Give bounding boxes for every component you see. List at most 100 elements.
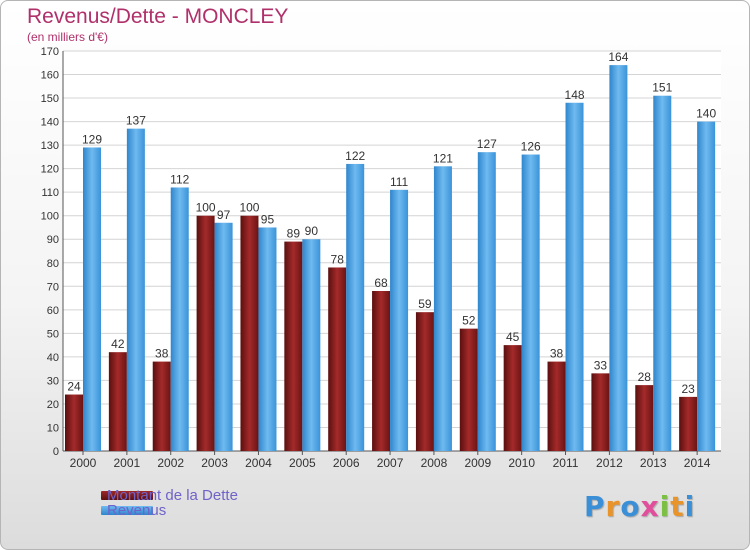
- x-tick-label: 2008: [421, 456, 448, 470]
- logo-letter: i: [659, 490, 671, 523]
- bar-revenus: [346, 163, 365, 452]
- bar-dette: [152, 361, 171, 451]
- bar-dette: [635, 385, 654, 451]
- legend-item-revenus: Revenus: [101, 501, 216, 519]
- x-tick-label: 2001: [114, 456, 141, 470]
- y-tick-label: 70: [47, 281, 59, 293]
- data-label-dette: 42: [111, 337, 125, 351]
- logo-letter: P: [584, 490, 606, 523]
- data-label-revenus: 95: [261, 212, 275, 226]
- y-tick-label: 150: [41, 93, 59, 105]
- bar-revenus: [83, 147, 101, 451]
- legend-swatch-revenus: [101, 505, 153, 515]
- y-tick-label: 0: [53, 446, 59, 458]
- y-tick-label: 170: [41, 46, 59, 58]
- y-tick-label: 110: [41, 187, 59, 199]
- y-tick-label: 90: [47, 234, 59, 246]
- y-tick-label: 10: [47, 422, 59, 434]
- bar-dette: [415, 312, 434, 451]
- x-tick-label: 2002: [157, 456, 184, 470]
- bar-dette: [328, 267, 347, 451]
- proxiti-logo: Proxiti: [584, 490, 695, 523]
- data-label-revenus: 129: [82, 132, 102, 146]
- data-label-dette: 28: [638, 370, 652, 384]
- data-label-dette: 33: [594, 358, 608, 372]
- bar-revenus: [433, 166, 452, 451]
- bar-dette: [591, 373, 610, 451]
- chart-subtitle: (en milliers d'€): [27, 30, 108, 44]
- bar-revenus: [521, 154, 540, 451]
- legend-item-dette: Montant de la Dette: [101, 486, 288, 504]
- bar-revenus: [170, 187, 189, 451]
- y-tick-label: 60: [47, 305, 59, 317]
- x-tick-label: 2003: [201, 456, 228, 470]
- y-tick-label: 80: [47, 258, 59, 270]
- data-label-revenus: 90: [305, 224, 319, 238]
- legend-swatch-dette: [101, 490, 153, 500]
- legend-label-dette: Montant de la Dette: [107, 486, 238, 504]
- bar-dette: [503, 345, 522, 451]
- data-label-revenus: 140: [696, 107, 716, 121]
- logo-letter: o: [620, 490, 641, 523]
- bar-revenus: [302, 239, 321, 451]
- x-tick-label: 2007: [377, 456, 404, 470]
- y-tick-label: 100: [41, 211, 59, 223]
- x-tick-label: 2000: [70, 456, 97, 470]
- y-tick-label: 120: [41, 164, 59, 176]
- y-tick-label: 40: [47, 352, 59, 364]
- bar-dette: [372, 291, 391, 451]
- data-label-dette: 89: [287, 227, 301, 241]
- x-tick-label: 2005: [289, 456, 316, 470]
- bar-dette: [108, 352, 127, 451]
- bar-revenus: [565, 102, 584, 451]
- x-tick-label: 2014: [684, 456, 711, 470]
- bar-revenus: [126, 128, 145, 451]
- bar-dette: [284, 241, 303, 451]
- data-label-dette: 52: [462, 314, 476, 328]
- data-label-revenus: 126: [521, 140, 541, 154]
- bar-revenus: [258, 227, 277, 451]
- data-label-revenus: 164: [608, 50, 628, 64]
- data-label-revenus: 137: [126, 114, 146, 128]
- y-tick-label: 160: [41, 70, 59, 82]
- data-label-revenus: 151: [652, 81, 672, 95]
- data-label-dette: 68: [374, 276, 388, 290]
- data-label-dette: 100: [239, 201, 259, 215]
- x-tick-label: 2004: [245, 456, 272, 470]
- data-label-revenus: 112: [170, 172, 189, 186]
- data-label-revenus: 148: [565, 88, 585, 102]
- legend-label-revenus: Revenus: [107, 501, 167, 519]
- bar-dette: [240, 215, 259, 451]
- x-tick-label: 2013: [640, 456, 667, 470]
- logo-letter: x: [640, 490, 660, 523]
- bar-revenus: [477, 152, 496, 452]
- x-tick-label: 2009: [464, 456, 491, 470]
- bar-revenus: [390, 189, 409, 451]
- y-tick-label: 30: [47, 375, 59, 387]
- data-label-dette: 38: [155, 347, 169, 361]
- logo-letter: t: [670, 490, 685, 523]
- data-label-revenus: 111: [390, 175, 409, 189]
- bar-revenus: [214, 222, 233, 451]
- data-label-dette: 38: [550, 347, 564, 361]
- bar-revenus: [653, 95, 672, 452]
- data-label-dette: 59: [418, 297, 432, 311]
- data-label-revenus: 122: [345, 149, 365, 163]
- bar-dette: [679, 396, 698, 451]
- data-label-revenus: 97: [217, 208, 231, 222]
- y-tick-label: 20: [47, 399, 59, 411]
- y-tick-label: 140: [41, 117, 59, 129]
- x-tick-label: 2006: [333, 456, 360, 470]
- data-label-revenus: 121: [433, 151, 453, 165]
- logo-letter: i: [684, 490, 696, 523]
- data-label-dette: 23: [681, 382, 695, 396]
- bar-revenus: [697, 121, 716, 452]
- bar-dette: [65, 394, 83, 451]
- bar-revenus: [609, 65, 628, 451]
- bar-dette: [459, 328, 478, 451]
- data-label-dette: 78: [331, 252, 345, 266]
- chart-title: Revenus/Dette - MONCLEY: [27, 5, 289, 28]
- x-tick-label: 2011: [553, 456, 579, 470]
